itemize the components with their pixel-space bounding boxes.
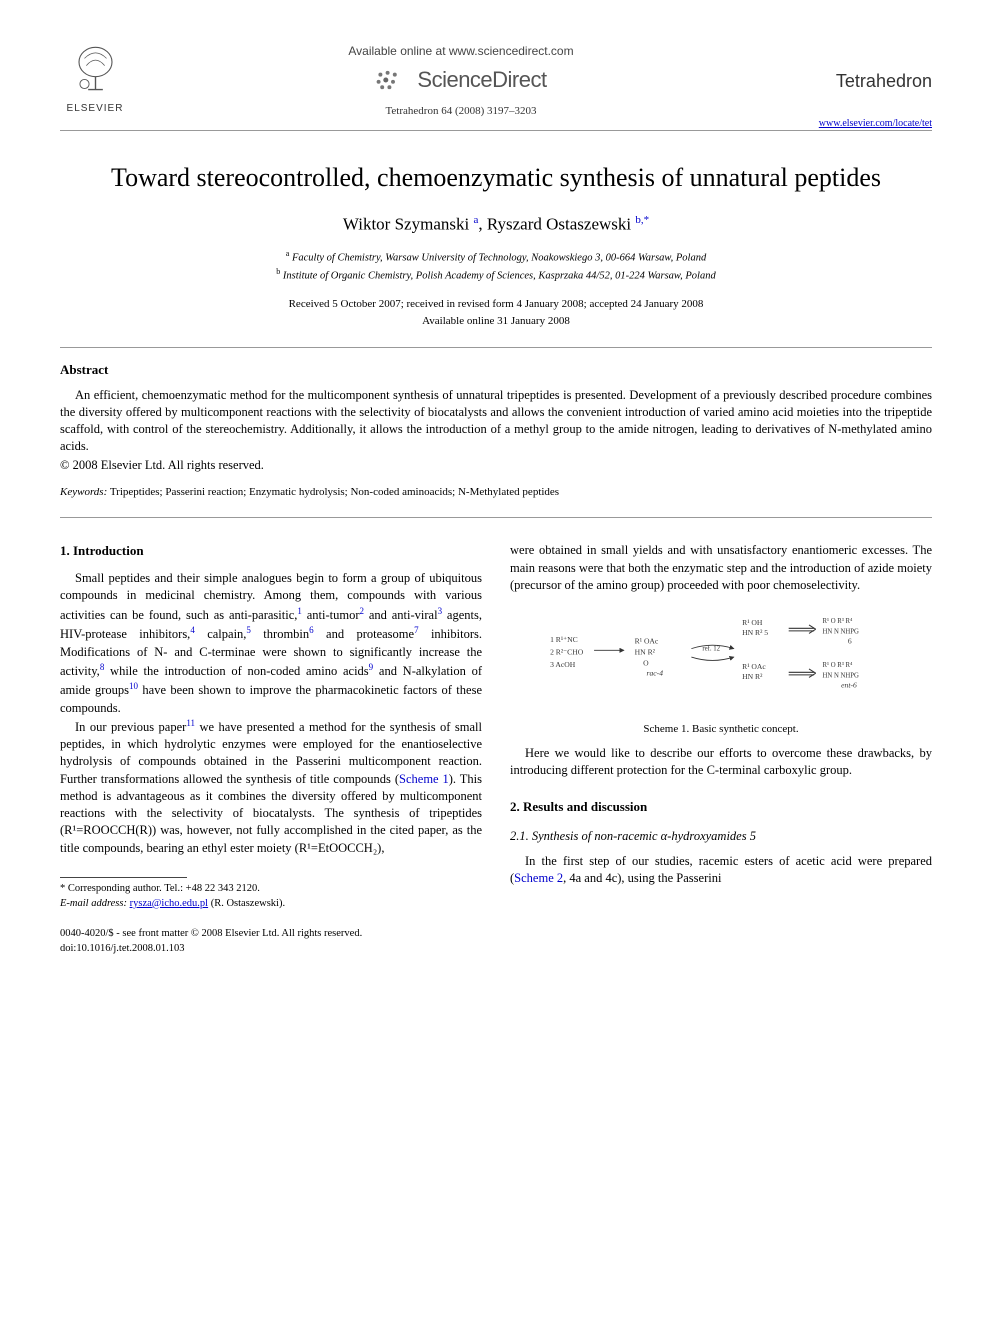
article-dates: Received 5 October 2007; received in rev… [60, 296, 932, 329]
dates-line2: Available online 31 January 2008 [60, 313, 932, 330]
scheme-1-caption: Scheme 1. Basic synthetic concept. [510, 722, 932, 737]
svg-text:HN R²: HN R² [635, 648, 656, 657]
authors-line: Wiktor Szymanski a, Ryszard Ostaszewski … [60, 213, 932, 236]
email-label: E-mail address: [60, 898, 127, 909]
intro-para-1: Small peptides and their simple analogue… [60, 570, 482, 717]
footnote-separator [60, 877, 187, 878]
journal-title: Tetrahedron [792, 70, 932, 93]
ref-10[interactable]: 10 [129, 681, 138, 691]
left-column: 1. Introduction Small peptides and their… [60, 542, 482, 911]
svg-text:rac-4: rac-4 [647, 669, 664, 678]
center-header: Available online at www.sciencedirect.co… [130, 40, 792, 118]
keywords-text: Tripeptides; Passerini reaction; Enzymat… [107, 486, 559, 498]
svg-text:HN R² 5: HN R² 5 [742, 628, 768, 637]
author-1: Wiktor Szymanski [343, 215, 469, 234]
aff-a-text: Faculty of Chemistry, Warsaw University … [292, 252, 706, 263]
svg-text:ref. 12: ref. 12 [702, 645, 720, 652]
col2-para-1: were obtained in small yields and with u… [510, 542, 932, 594]
right-column: were obtained in small yields and with u… [510, 542, 932, 911]
rule-above-abstract [60, 347, 932, 348]
front-matter-text: 0040-4020/$ - see front matter © 2008 El… [60, 927, 932, 942]
section-2-heading: 2. Results and discussion [510, 798, 932, 816]
svg-text:2 R²⁻CHO: 2 R²⁻CHO [550, 648, 584, 657]
svg-text:HN N NHPG: HN N NHPG [823, 628, 860, 635]
front-matter-line: 0040-4020/$ - see front matter © 2008 El… [60, 927, 932, 956]
svg-text:1 R¹⁺NC: 1 R¹⁺NC [550, 635, 578, 644]
journal-url-link[interactable]: www.elsevier.com/locate/tet [792, 117, 932, 130]
abstract-heading: Abstract [60, 362, 932, 379]
section-2-1-heading: 2.1. Synthesis of non-racemic α-hydroxya… [510, 828, 932, 845]
aff-b-text: Institute of Organic Chemistry, Polish A… [283, 271, 716, 282]
scheme-2-ref[interactable]: Scheme 2 [514, 871, 563, 885]
svg-text:R¹ OH: R¹ OH [742, 618, 763, 627]
journal-header: ELSEVIER Available online at www.science… [60, 40, 932, 131]
scheme-1-figure: 1 R¹⁺NC 2 R²⁻CHO 3 AcOH R¹ OAc HN R² O r… [510, 608, 932, 737]
two-column-body: 1. Introduction Small peptides and their… [60, 542, 932, 911]
svg-text:R¹ O R³ R⁴: R¹ O R³ R⁴ [823, 618, 853, 625]
elsevier-tree-icon [68, 40, 123, 95]
svg-text:R¹ OAc: R¹ OAc [742, 662, 766, 671]
intro-para-2: In our previous paper11 we have presente… [60, 717, 482, 857]
svg-text:HN N NHPG: HN N NHPG [823, 672, 860, 679]
dates-line1: Received 5 October 2007; received in rev… [60, 296, 932, 313]
corresponding-author-note: * Corresponding author. Tel.: +48 22 343… [60, 882, 482, 897]
ref-11[interactable]: 11 [186, 718, 195, 728]
sciencedirect-text: ScienceDirect [417, 66, 546, 95]
keywords-label: Keywords: [60, 486, 107, 498]
keywords-line: Keywords: Tripeptides; Passerini reactio… [60, 485, 932, 499]
sd-dots-icon [375, 69, 411, 91]
scheme-1-ref[interactable]: Scheme 1 [399, 772, 449, 786]
section-1-heading: 1. Introduction [60, 542, 482, 560]
sec2-para-1: In the first step of our studies, racemi… [510, 853, 932, 888]
elsevier-logo: ELSEVIER [60, 40, 130, 115]
rule-below-keywords [60, 517, 932, 518]
svg-text:3 AcOH: 3 AcOH [550, 660, 576, 669]
svg-text:ent-6: ent-6 [841, 681, 857, 690]
svg-text:R¹ OAc: R¹ OAc [635, 637, 659, 646]
author-2-sup: b,* [635, 214, 649, 226]
affiliation-b: b Institute of Organic Chemistry, Polish… [60, 266, 932, 284]
abstract-body: An efficient, chemoenzymatic method for … [60, 387, 932, 455]
scheme-1-svg: 1 R¹⁺NC 2 R²⁻CHO 3 AcOH R¹ OAc HN R² O r… [510, 608, 932, 718]
email-link[interactable]: rysza@icho.edu.pl [130, 898, 208, 909]
svg-text:R¹ O R³ R⁴: R¹ O R³ R⁴ [823, 662, 853, 669]
affiliation-a: a Faculty of Chemistry, Warsaw Universit… [60, 248, 932, 266]
sciencedirect-logo: ScienceDirect [130, 66, 792, 95]
author-1-sup: a [473, 214, 478, 226]
col2-para-2: Here we would like to describe our effor… [510, 745, 932, 780]
svg-text:HN R²: HN R² [742, 672, 763, 681]
doi-line: doi:10.1016/j.tet.2008.01.103 [60, 942, 932, 957]
available-online-text: Available online at www.sciencedirect.co… [130, 44, 792, 60]
citation-line: Tetrahedron 64 (2008) 3197–3203 [130, 104, 792, 118]
email-footnote: E-mail address: rysza@icho.edu.pl (R. Os… [60, 897, 482, 912]
elsevier-label: ELSEVIER [60, 102, 130, 115]
abstract-copyright: © 2008 Elsevier Ltd. All rights reserved… [60, 457, 932, 473]
svg-text:6: 6 [848, 637, 852, 646]
article-title: Toward stereocontrolled, chemoenzymatic … [60, 161, 932, 195]
svg-text:O: O [643, 659, 649, 668]
email-owner: (R. Ostaszewski). [208, 898, 285, 909]
author-2: Ryszard Ostaszewski [487, 215, 631, 234]
journal-block: Tetrahedron www.elsevier.com/locate/tet [792, 40, 932, 130]
